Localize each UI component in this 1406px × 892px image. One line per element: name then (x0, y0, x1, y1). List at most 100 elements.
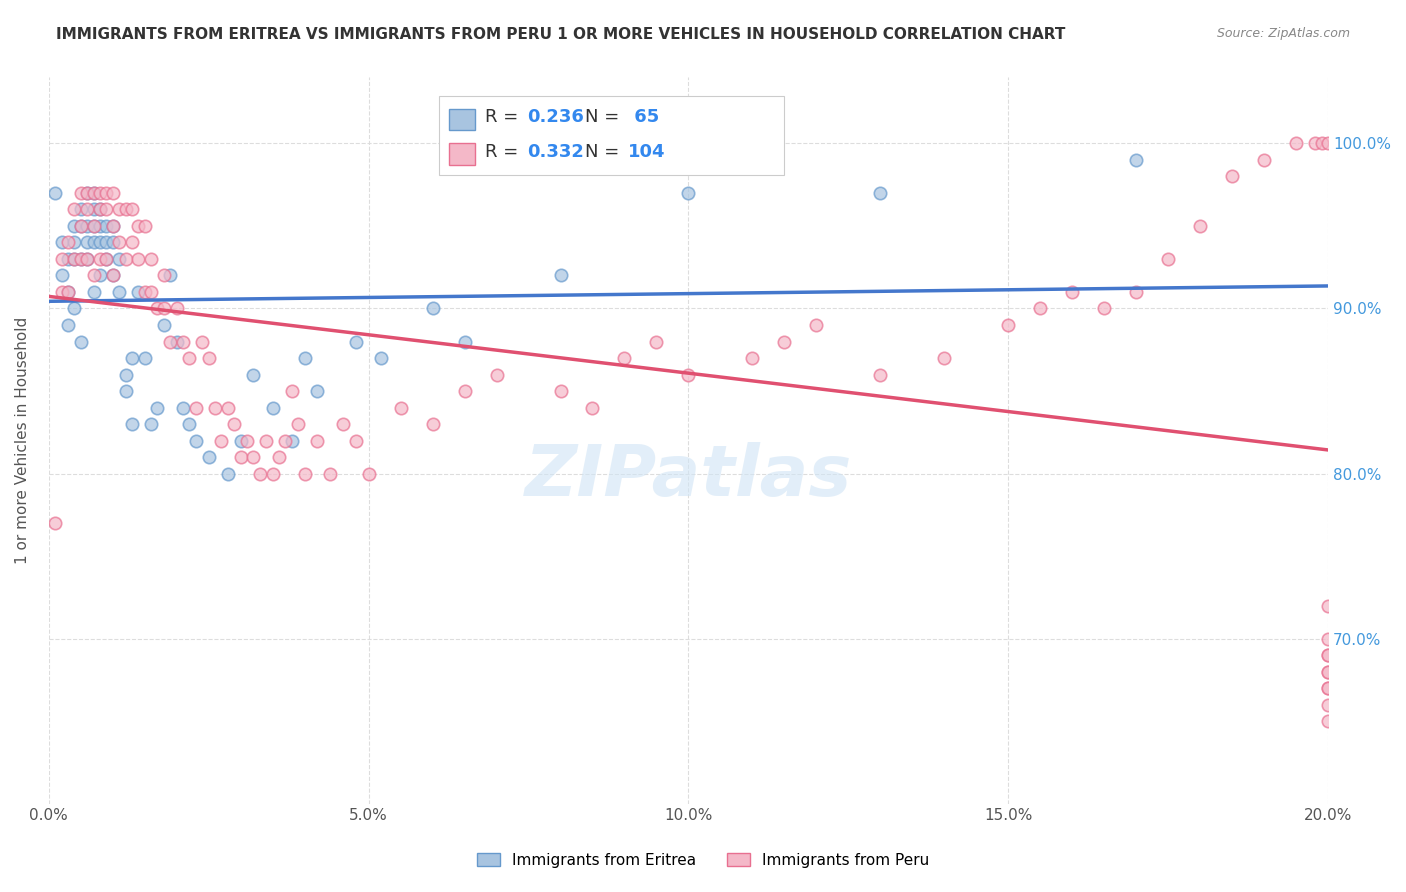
Point (96, 235, 118, 250)
Point (69, 252, 91, 266)
Point (1317, 599, 1340, 613)
Point (236, 434, 259, 448)
Point (332, 417, 354, 431)
Point (101, 268, 124, 283)
Point (1029, 301, 1052, 316)
FancyBboxPatch shape (449, 109, 475, 130)
Point (869, 368, 891, 382)
Point (101, 268, 124, 283)
Point (89, 268, 111, 283)
Text: N =: N = (585, 143, 624, 161)
Point (254, 434, 277, 448)
Point (1305, 136, 1327, 151)
Point (89, 219, 111, 233)
Point (773, 334, 796, 349)
Point (89, 235, 111, 250)
Point (101, 186, 124, 200)
Point (1310, 136, 1333, 151)
Point (319, 467, 342, 481)
Point (51, 285, 73, 299)
Point (56, 285, 79, 299)
Point (44, 186, 66, 200)
Text: 65: 65 (628, 109, 659, 127)
Point (217, 401, 239, 415)
Point (581, 401, 603, 415)
Text: N =: N = (585, 109, 624, 127)
Point (159, 334, 181, 349)
Text: Source: ZipAtlas.com: Source: ZipAtlas.com (1216, 27, 1350, 40)
Point (1317, 136, 1340, 151)
Point (63, 252, 86, 266)
Point (51, 252, 73, 266)
Point (69, 186, 91, 200)
Point (806, 318, 828, 332)
Point (96, 252, 118, 266)
Point (1062, 285, 1084, 299)
Point (76, 186, 98, 200)
Point (166, 334, 188, 349)
Point (184, 401, 207, 415)
Point (357, 467, 380, 481)
Point (242, 450, 264, 464)
Point (101, 219, 124, 233)
Point (211, 434, 233, 448)
Point (229, 434, 252, 448)
Point (281, 384, 304, 398)
Point (127, 285, 149, 299)
Point (869, 186, 891, 200)
Point (63, 301, 86, 316)
Point (197, 351, 219, 365)
Point (76, 186, 98, 200)
FancyBboxPatch shape (439, 95, 785, 176)
Point (1317, 681, 1340, 695)
Text: 0.332: 0.332 (527, 143, 583, 161)
Text: R =: R = (485, 143, 524, 161)
Point (63, 219, 86, 233)
Point (267, 450, 290, 464)
Point (69, 219, 91, 233)
Point (344, 334, 367, 349)
Point (89, 202, 111, 217)
Point (550, 384, 572, 398)
Point (172, 401, 194, 415)
Point (83, 186, 105, 200)
Point (217, 467, 239, 481)
Point (422, 417, 444, 431)
Point (83, 219, 105, 233)
Point (453, 384, 475, 398)
Point (114, 384, 136, 398)
Point (63, 202, 86, 217)
Point (1157, 252, 1180, 266)
Point (997, 318, 1019, 332)
Point (179, 351, 201, 365)
Point (1317, 632, 1340, 646)
Point (307, 434, 329, 448)
Point (934, 351, 956, 365)
Point (262, 467, 284, 481)
Point (242, 368, 264, 382)
Text: 104: 104 (628, 143, 666, 161)
Point (114, 368, 136, 382)
Point (1317, 681, 1340, 695)
Text: IMMIGRANTS FROM ERITREA VS IMMIGRANTS FROM PERU 1 OR MORE VEHICLES IN HOUSEHOLD : IMMIGRANTS FROM ERITREA VS IMMIGRANTS FR… (56, 27, 1066, 42)
Point (89, 202, 111, 217)
Point (89, 252, 111, 266)
Point (485, 368, 508, 382)
Point (127, 252, 149, 266)
Point (63, 235, 86, 250)
Point (1253, 153, 1275, 167)
Point (83, 219, 105, 233)
Point (83, 285, 105, 299)
Point (184, 434, 207, 448)
Point (370, 351, 392, 365)
Point (153, 301, 176, 316)
Point (134, 285, 156, 299)
Point (1317, 665, 1340, 679)
Text: R =: R = (485, 109, 524, 127)
Text: 0.236: 0.236 (527, 109, 583, 127)
Point (1285, 136, 1308, 151)
Point (139, 252, 162, 266)
Point (114, 202, 136, 217)
Point (166, 301, 188, 316)
Point (153, 268, 176, 283)
